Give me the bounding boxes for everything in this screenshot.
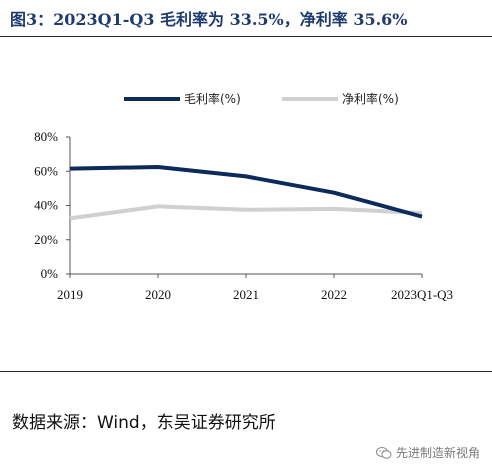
chart-series [69,164,423,221]
y-tick-label: 60% [34,163,58,178]
x-tick-label: 2023Q1-Q3 [391,287,453,302]
chart-title: 图3：2023Q1-Q3 毛利率为 33.5%，净利率 35.6% [10,10,408,29]
watermark-text: 先进制造新视角 [395,446,480,460]
legend-label: 净利率(%) [342,91,399,106]
y-tick-label: 0% [41,266,59,281]
x-tick-label: 2021 [233,287,259,302]
chart-axes: 0% 20% 40% 60% 80% 2019 2020 2021 2022 2023Q1-Q3 [34,129,453,302]
chart-legend: 毛利率(%) 净利率(%) [124,91,399,106]
watermark: 先进制造新视角 [375,444,480,461]
y-tick-label: 80% [34,129,58,144]
x-tick-label: 2020 [145,287,171,302]
x-tick-label: 2019 [57,287,83,302]
wechat-icon [375,446,392,459]
x-tick-label: 2022 [321,287,347,302]
legend-label: 毛利率(%) [184,91,241,106]
y-tick-label: 40% [34,198,58,213]
y-tick-label: 20% [34,232,58,247]
line-chart: 毛利率(%) 净利率(%) 0% 20% 40% 60% 80% 2019 2020 2021 2… [34,91,453,302]
net-margin-line [69,204,423,221]
data-source: 数据来源：Wind，东吴证券研究所 [12,413,276,433]
top-divider [0,36,492,37]
bottom-divider [0,371,492,372]
